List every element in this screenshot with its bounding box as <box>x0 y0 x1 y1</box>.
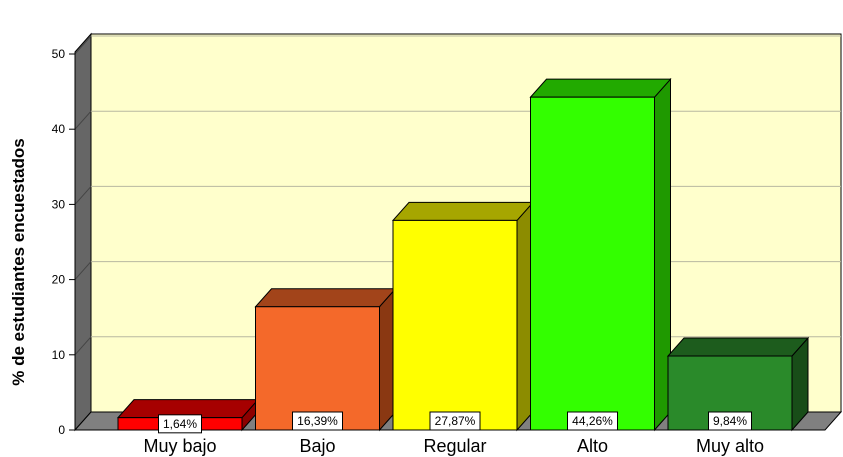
y-tick-label: 30 <box>52 197 66 211</box>
bar-front <box>392 219 518 431</box>
data-label-box <box>708 411 752 431</box>
side-wall <box>74 32 92 432</box>
grid-line-side <box>74 261 92 280</box>
y-tick-label: 50 <box>52 47 66 61</box>
data-label: 16,39% <box>297 414 338 428</box>
grid-line-side <box>74 35 92 55</box>
bar-regular: 27,87% <box>391 201 535 432</box>
grid-line-side <box>74 110 92 130</box>
y-tick-label: 40 <box>52 122 66 136</box>
x-tick-label: Bajo <box>299 436 335 456</box>
data-label: 1,64% <box>163 417 197 431</box>
data-label: 27,87% <box>435 414 476 428</box>
bar-top <box>254 288 397 308</box>
bar-muy-alto: 9,84% <box>666 336 810 432</box>
y-axis-label: % de estudiantes encuestados <box>9 138 28 386</box>
bar-alto: 44,26% <box>529 77 672 432</box>
grid-line-side <box>74 186 92 205</box>
x-axis: Muy bajo Bajo Regular Alto Muy alto <box>143 436 764 456</box>
bar-top <box>666 337 810 357</box>
y-tick-label: 10 <box>52 348 66 362</box>
data-label-box <box>292 411 343 431</box>
x-tick-label: Muy alto <box>696 436 764 456</box>
x-tick-label: Regular <box>423 436 486 456</box>
x-tick-label: Alto <box>577 436 608 456</box>
y-tick-label: 20 <box>52 273 66 287</box>
grid-line-side <box>74 336 92 356</box>
data-label-box <box>429 411 481 431</box>
bars: 1,64% 16,39% 27,87% 44,26% 9,84% <box>116 77 810 434</box>
bar-top <box>529 78 672 98</box>
data-label: 44,26% <box>572 414 613 428</box>
bar-front <box>530 96 655 431</box>
data-label-box <box>567 411 618 431</box>
y-tick-label: 0 <box>58 423 65 437</box>
data-label-box <box>158 414 202 434</box>
bar-top <box>391 201 535 221</box>
x-tick-label: Muy bajo <box>143 436 216 456</box>
data-label: 9,84% <box>713 414 747 428</box>
y-axis: 0 10 20 30 40 50 <box>52 47 76 437</box>
bar-muy-bajo: 1,64% <box>116 398 260 434</box>
bar-bajo: 16,39% <box>254 287 397 432</box>
